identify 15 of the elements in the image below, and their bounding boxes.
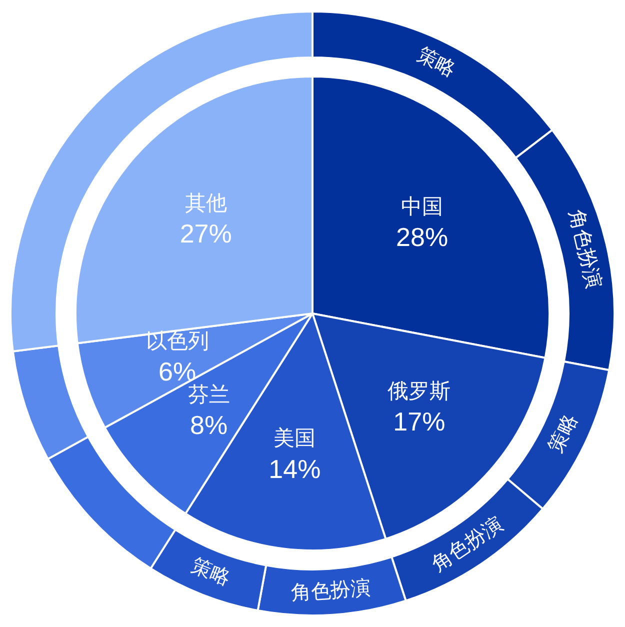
slice-label: 角色扮演	[564, 207, 607, 290]
slice-label: 策略	[543, 410, 582, 456]
slice-label: 俄罗斯	[388, 378, 451, 403]
slice-label: 角色扮演	[290, 575, 372, 605]
slice-label: 角色扮演	[426, 511, 507, 576]
data-label: 17%	[393, 406, 446, 437]
data-label: 8%	[190, 410, 228, 440]
slice-label: 美国	[274, 426, 316, 450]
slice-label: 策略	[414, 42, 460, 82]
data-label: 14%	[268, 454, 321, 484]
slice-label: 其他	[184, 190, 227, 215]
slice-label: 策略	[188, 553, 234, 590]
slice-label: 中国	[401, 194, 444, 218]
data-label: 28%	[396, 222, 448, 252]
data-label: 27%	[180, 218, 232, 249]
